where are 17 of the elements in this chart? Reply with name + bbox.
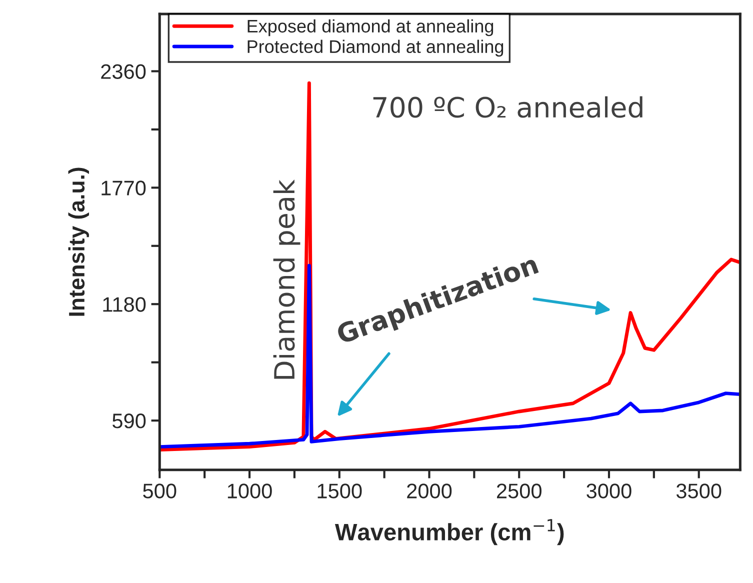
x-axis-title: Wavenumber (cm$^{−1}$) bbox=[334, 519, 564, 546]
annotation: Diamond peak bbox=[273, 179, 300, 379]
annotation: 700 ºC O₂ annealed bbox=[373, 96, 642, 118]
y-tick-label: 2360 bbox=[101, 64, 146, 79]
x-tick-label: 2500 bbox=[496, 484, 542, 498]
x-tick-label: 1500 bbox=[318, 484, 362, 498]
y-tick-label: 1770 bbox=[102, 180, 146, 196]
legend-label: Protected Diamond at annealing bbox=[248, 40, 504, 57]
x-tick-label: 3000 bbox=[586, 484, 632, 498]
x-tick-label: 1000 bbox=[228, 484, 272, 498]
legend-label: Exposed diamond at annealing bbox=[248, 19, 494, 36]
y-tick-label: 590 bbox=[112, 414, 146, 428]
x-tick-label: 3500 bbox=[676, 484, 722, 498]
y-axis-title: Intensity (a.u.) bbox=[68, 168, 89, 316]
y-tick-label: 1180 bbox=[103, 297, 146, 312]
x-tick-label: 500 bbox=[143, 484, 176, 498]
x-tick-label: 2000 bbox=[407, 484, 452, 498]
